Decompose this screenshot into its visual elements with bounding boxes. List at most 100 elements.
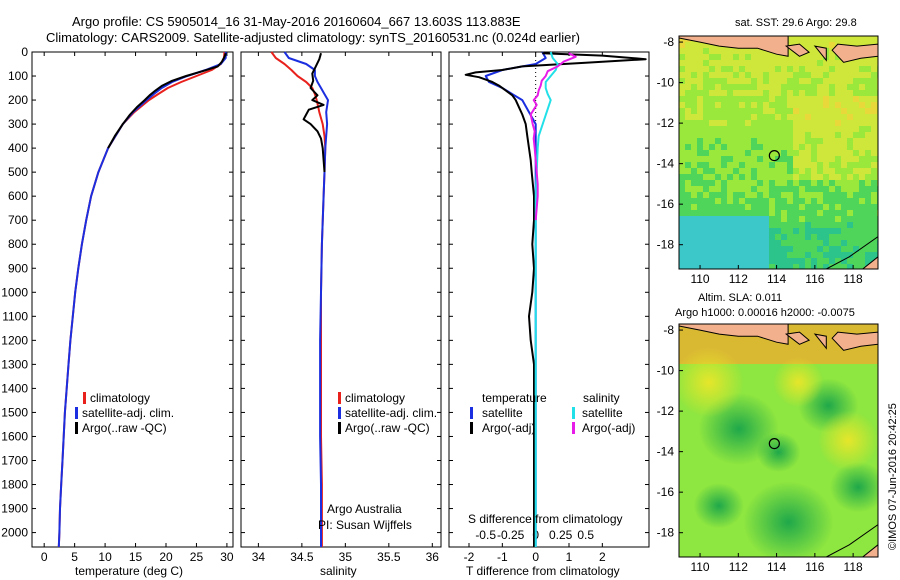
sst-cell bbox=[733, 174, 740, 181]
sst-cell bbox=[739, 234, 746, 241]
sst-cell bbox=[829, 258, 836, 265]
sst-cell bbox=[853, 132, 860, 139]
sst-cell bbox=[727, 114, 734, 121]
island-landmass bbox=[813, 333, 827, 350]
sst-cell bbox=[823, 144, 830, 151]
sst-cell bbox=[793, 72, 800, 79]
sst-cell bbox=[781, 258, 788, 265]
sst-cell bbox=[757, 216, 764, 223]
sst-cell bbox=[715, 144, 722, 151]
sst-cell bbox=[691, 264, 698, 269]
sst-cell bbox=[679, 222, 686, 229]
sst-cell bbox=[823, 210, 830, 217]
sst-cell bbox=[799, 78, 806, 85]
depth-tick-label: 600 bbox=[8, 189, 28, 203]
sst-cell bbox=[817, 234, 824, 241]
sst-cell bbox=[859, 60, 866, 67]
sst-cell bbox=[823, 264, 830, 269]
sst-cell bbox=[697, 96, 704, 103]
sst-cell bbox=[757, 258, 764, 265]
sst-cell bbox=[793, 180, 800, 187]
sst-cell bbox=[703, 258, 710, 265]
depth-tick-label: 400 bbox=[8, 141, 28, 155]
sst-cell bbox=[739, 150, 746, 157]
sst-cell bbox=[799, 54, 806, 61]
sst-cell bbox=[811, 54, 818, 61]
sst-cell bbox=[829, 78, 836, 85]
sst-cell bbox=[799, 216, 806, 223]
sst-cell bbox=[871, 174, 878, 181]
sst-cell bbox=[757, 174, 764, 181]
sst-cell bbox=[775, 210, 782, 217]
sst-cell bbox=[739, 174, 746, 181]
sst-cell bbox=[871, 132, 878, 139]
sst-cell bbox=[709, 222, 716, 229]
sst-cell bbox=[757, 186, 764, 193]
sst-cell bbox=[775, 90, 782, 97]
sst-cell bbox=[841, 252, 848, 259]
depth-tick-label: 1100 bbox=[2, 309, 28, 323]
legend-sal-satellite-swatch bbox=[572, 407, 575, 419]
sst-cell bbox=[691, 114, 698, 121]
depth-tick-label: 1600 bbox=[1, 429, 28, 443]
sst-cell bbox=[775, 126, 782, 133]
sst-cell bbox=[853, 96, 860, 103]
sst-cell bbox=[679, 54, 686, 61]
sst-cell bbox=[817, 96, 824, 103]
sst-cell bbox=[781, 174, 788, 181]
sst-cell bbox=[847, 90, 854, 97]
sst-cell bbox=[811, 90, 818, 97]
sst-cell bbox=[751, 54, 758, 61]
sst-cell bbox=[859, 240, 866, 247]
sst-cell bbox=[775, 216, 782, 223]
sst-cell bbox=[781, 150, 788, 157]
sst-cell bbox=[775, 144, 782, 151]
sst-cell bbox=[697, 174, 704, 181]
sst-cell bbox=[835, 126, 842, 133]
sst-cell bbox=[775, 138, 782, 145]
sst-cell bbox=[733, 60, 740, 67]
sst-cell bbox=[841, 258, 848, 265]
sst-cell bbox=[865, 252, 872, 259]
sst-cell bbox=[823, 132, 830, 139]
sst-cell bbox=[697, 126, 704, 133]
sst-cell bbox=[703, 66, 710, 73]
sst-cell bbox=[709, 174, 716, 181]
sst-cell bbox=[697, 252, 704, 259]
sst-cell bbox=[841, 192, 848, 199]
sst-cell bbox=[787, 36, 794, 43]
sst-cell bbox=[781, 90, 788, 97]
sst-cell bbox=[799, 264, 806, 269]
sst-cell bbox=[775, 120, 782, 127]
legend-argo-swatch bbox=[75, 422, 78, 434]
sst-cell bbox=[781, 192, 788, 199]
sst-cell bbox=[871, 192, 878, 199]
sst-cell bbox=[739, 162, 746, 169]
sst-cell bbox=[835, 138, 842, 145]
sst-cell bbox=[781, 144, 788, 151]
sst-cell bbox=[745, 186, 752, 193]
sst-cell bbox=[763, 264, 770, 269]
sst-map-frame bbox=[678, 35, 879, 270]
sst-cell bbox=[829, 114, 836, 121]
sst-cell bbox=[871, 198, 878, 205]
salinity-plot: 34 34.5 35 35.5 36 bbox=[252, 51, 439, 564]
sst-cell bbox=[769, 174, 776, 181]
sst-cell bbox=[811, 174, 818, 181]
sst-cell bbox=[859, 132, 866, 139]
sst-cell bbox=[769, 72, 776, 79]
sst-cell bbox=[721, 60, 728, 67]
sst-cell bbox=[811, 84, 818, 91]
sst-cell bbox=[871, 108, 878, 115]
sst-cell bbox=[739, 198, 746, 205]
sst-cell bbox=[715, 90, 722, 97]
x2-tick-label: 0.25 bbox=[549, 528, 573, 542]
sst-cell bbox=[691, 90, 698, 97]
sst-cell bbox=[787, 132, 794, 139]
depth-axis: 0 100 200 300 400 500 600 700 800 900 1000 1100 1200… bbox=[1, 45, 649, 540]
sst-cell bbox=[721, 138, 728, 145]
sst-cell bbox=[679, 216, 686, 223]
sst-cell bbox=[763, 204, 770, 211]
sst-cell bbox=[823, 162, 830, 169]
sst-cell bbox=[733, 66, 740, 73]
